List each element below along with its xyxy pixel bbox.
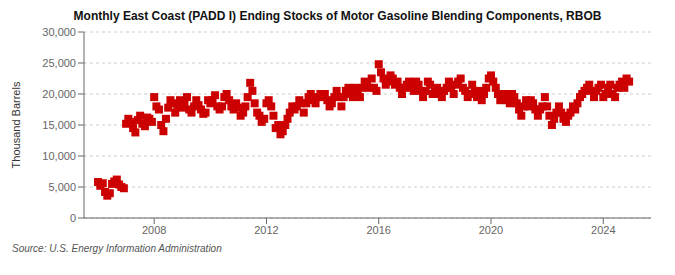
svg-text:2024: 2024 [591,224,615,236]
svg-text:15,000: 15,000 [42,119,76,131]
svg-text:2012: 2012 [254,224,278,236]
svg-text:2008: 2008 [142,224,166,236]
svg-text:0: 0 [70,212,76,224]
svg-text:Thousand Barrels: Thousand Barrels [10,81,22,168]
svg-text:10,000: 10,000 [42,150,76,162]
html-text:Monthly East Coast (PADD I) En: Monthly East Coast (PADD I) Ending Stock… [73,9,602,23]
svg-text:2016: 2016 [366,224,390,236]
svg-text:25,000: 25,000 [42,57,76,69]
svg-text:2020: 2020 [479,224,503,236]
svg-text:20,000: 20,000 [42,88,76,100]
svg-text:5,000: 5,000 [48,181,76,193]
svg-text:30,000: 30,000 [42,26,76,38]
html-text:Source: U.S. Energy Informatio: Source: U.S. Energy Information Administ… [12,243,222,254]
